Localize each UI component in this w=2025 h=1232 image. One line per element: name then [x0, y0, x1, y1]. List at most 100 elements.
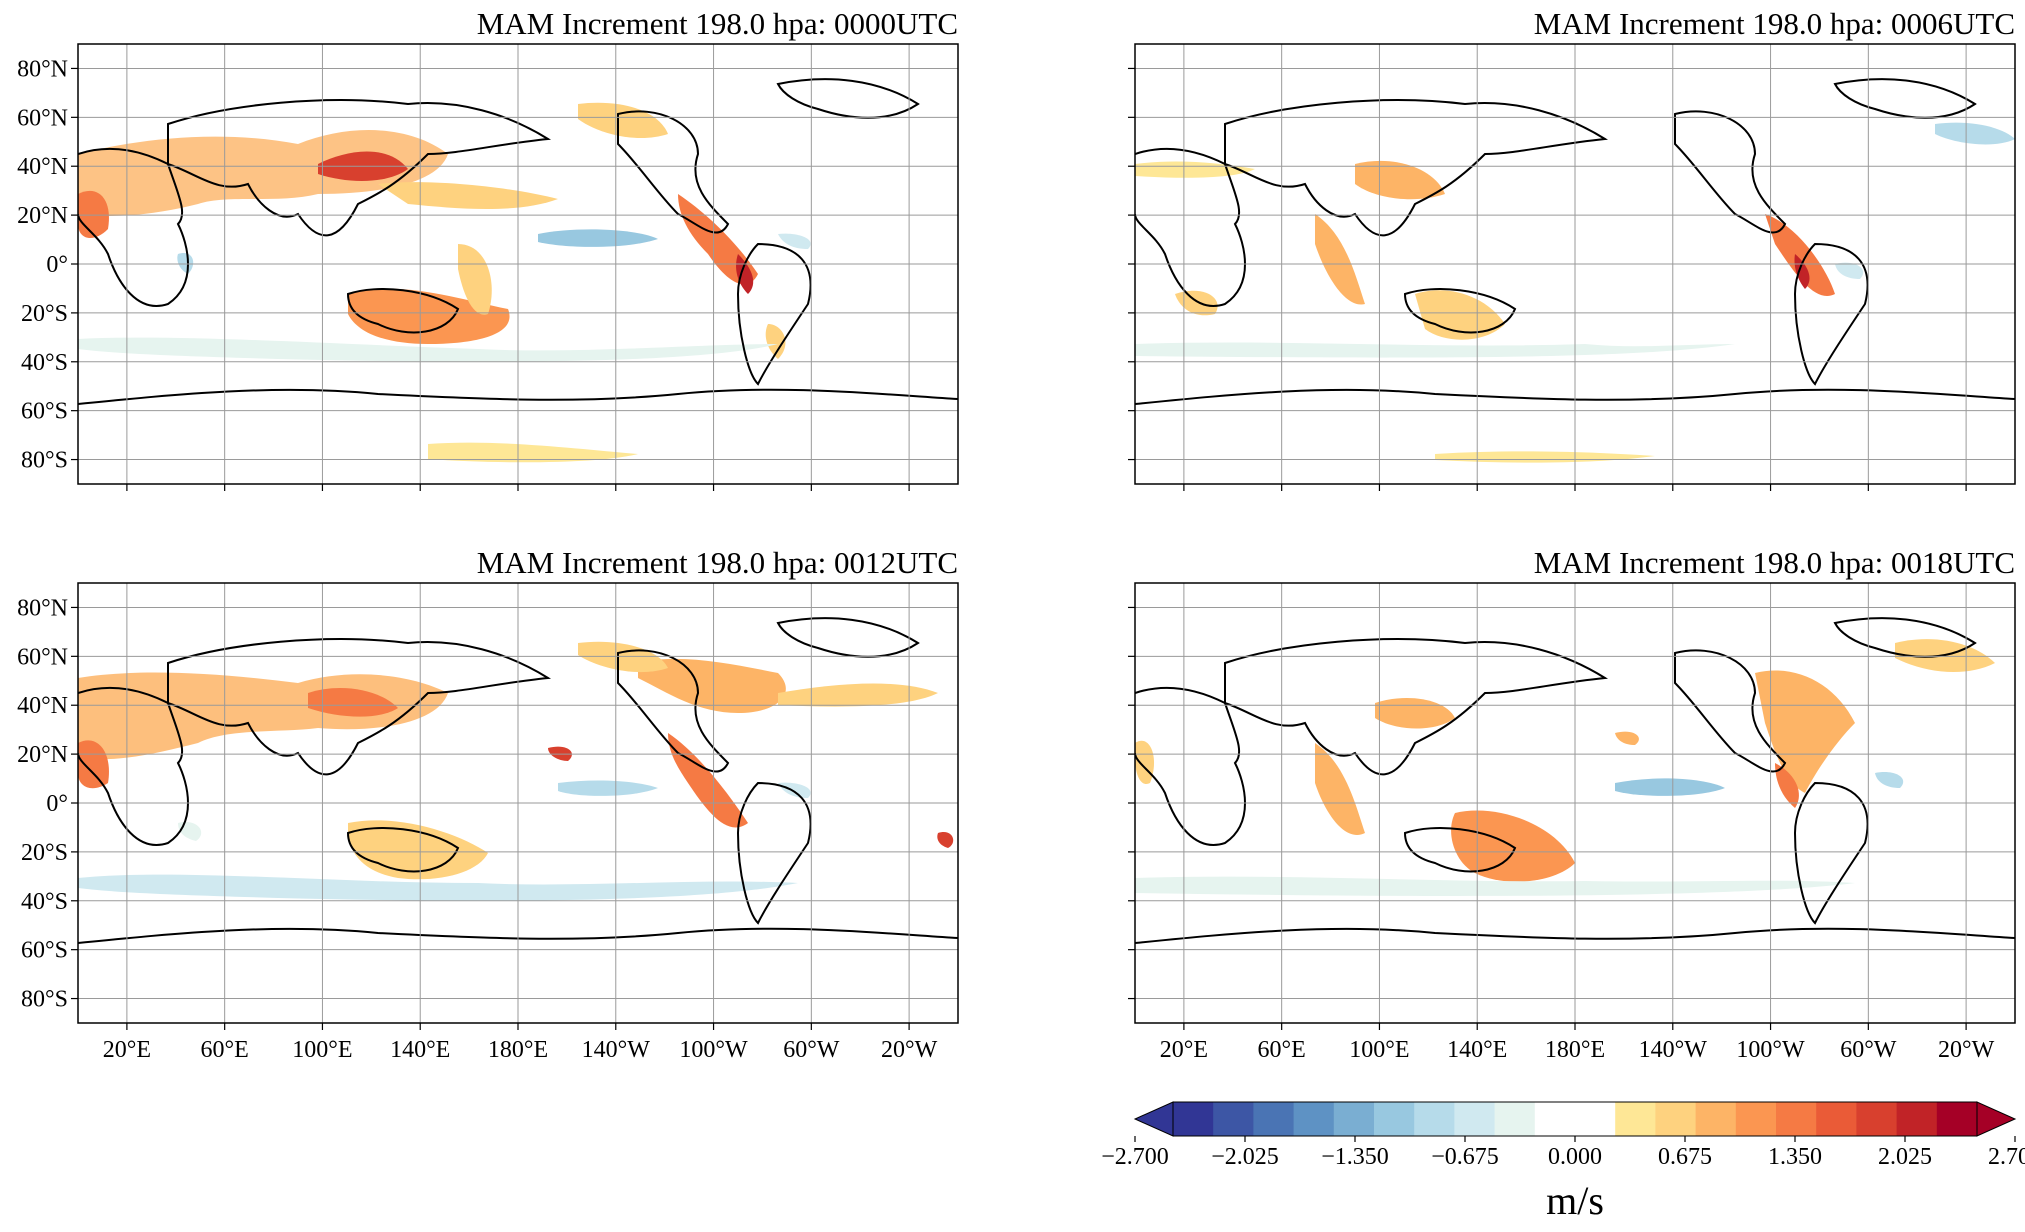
colorbar-swatch: [1575, 1102, 1616, 1136]
negative-increment-shading: [1135, 772, 1904, 896]
lon-tick-label: 60°E: [1258, 1037, 1306, 1063]
lat-tick-label: 20°S: [21, 840, 68, 866]
lat-tick-label: 60°S: [21, 938, 68, 964]
longitude-axis: [126, 484, 910, 491]
colorbar-swatch: [1776, 1102, 1817, 1136]
lat-tick-label: 20°N: [17, 742, 68, 768]
colorbar-swatch: [1333, 1102, 1375, 1136]
lat-tick-label: 60°N: [17, 644, 68, 670]
lon-tick-label: 100°W: [679, 1037, 748, 1063]
colorbar-swatch: [1615, 1102, 1656, 1136]
map-area: [78, 44, 958, 484]
gridlines: [78, 583, 958, 1023]
colorbar-tick-label: −1.350: [1321, 1144, 1389, 1170]
colorbar-swatch: [1856, 1102, 1898, 1136]
positive-increment-shading: [1135, 160, 1835, 463]
map-panel-0018utc: MAM Increment 198.0 hpa: 0018UTC: [1128, 545, 2016, 1063]
coastlines: [78, 78, 958, 405]
lat-tick-label: 0°: [46, 791, 68, 817]
lon-tick-label: 140°W: [582, 1037, 651, 1063]
lat-tick-label: 80°S: [21, 448, 68, 474]
latitude-axis: 80°N 60°N 40°N 20°N 0° 20°S 40°S 60°S 80°S: [17, 595, 78, 1013]
lat-tick-label: 40°S: [21, 889, 68, 915]
latitude-axis: [1128, 67, 1135, 461]
colorbar-tick-label: −2.025: [1211, 1144, 1279, 1170]
lon-tick-label: 100°E: [1349, 1037, 1409, 1063]
colorbar-tick-label: 2.700: [1988, 1144, 2025, 1170]
lon-tick-label: 60°W: [783, 1037, 840, 1063]
colorbar-swatch: [1173, 1102, 1214, 1136]
lat-tick-label: 20°N: [17, 203, 68, 229]
lon-tick-label: 20°W: [1938, 1037, 1995, 1063]
map-panel-0012utc: MAM Increment 198.0 hpa: 0012UTC: [17, 545, 959, 1063]
colorbar-swatches: [1133, 1101, 2017, 1137]
lat-tick-label: 60°N: [17, 105, 68, 131]
colorbar-extend-over: [1976, 1101, 2017, 1137]
colorbar-swatch: [1695, 1102, 1737, 1136]
lat-tick-label: 40°N: [17, 693, 68, 719]
colorbar-ticks: −2.700 −2.025 −1.350 −0.675 0.000 0.675 1.350 2…: [1101, 1136, 2025, 1170]
lon-tick-label: 140°W: [1639, 1037, 1708, 1063]
colorbar-swatch: [1414, 1102, 1455, 1136]
latitude-axis: 80°N 60°N 40°N 20°N 0° 20°S 40°S 60°S 80°S: [17, 56, 78, 474]
colorbar-swatch: [1655, 1102, 1697, 1136]
longitude-axis: 20°E 60°E 100°E 140°E 180°E 140°W 100°W 60°W 20°…: [103, 1023, 938, 1063]
negative-increment-shading: [1135, 122, 2015, 358]
gridlines: [1135, 583, 2015, 1023]
colorbar: −2.700 −2.025 −1.350 −0.675 0.000 0.675 1.350 2…: [1101, 1101, 2025, 1223]
colorbar-swatch: [1253, 1102, 1295, 1136]
colorbar-swatch: [1293, 1102, 1335, 1136]
coastlines: [1135, 78, 2015, 405]
colorbar-tick-label: 1.350: [1768, 1144, 1822, 1170]
lat-tick-label: 0°: [46, 252, 68, 278]
longitude-axis: 20°E 60°E 100°E 140°E 180°E 140°W 100°W 60°W 20°…: [1160, 1023, 1995, 1063]
longitude-axis: [1183, 484, 1967, 491]
lon-tick-label: 20°E: [1160, 1037, 1208, 1063]
colorbar-swatch: [1896, 1102, 1938, 1136]
latitude-axis: [1128, 606, 1135, 1000]
panel-title: MAM Increment 198.0 hpa: 0018UTC: [1534, 545, 2015, 580]
map-area: [78, 583, 958, 1023]
lon-tick-label: 20°E: [103, 1037, 151, 1063]
lat-tick-label: 40°S: [21, 350, 68, 376]
panel-title: MAM Increment 198.0 hpa: 0012UTC: [477, 545, 958, 580]
colorbar-tick-label: −2.700: [1101, 1144, 1169, 1170]
lon-tick-label: 180°E: [488, 1037, 548, 1063]
map-area: [1135, 583, 2015, 1023]
lon-tick-label: 100°E: [292, 1037, 352, 1063]
negative-increment-shading: [78, 229, 811, 362]
colorbar-tick-label: 2.025: [1878, 1144, 1932, 1170]
colorbar-tick-label: 0.675: [1658, 1144, 1712, 1170]
positive-increment-shading: [1135, 639, 1995, 882]
coastlines: [78, 617, 958, 944]
lon-tick-label: 140°E: [390, 1037, 450, 1063]
colorbar-tick-label: 0.000: [1548, 1144, 1602, 1170]
lon-tick-label: 60°E: [201, 1037, 249, 1063]
lat-tick-label: 80°N: [17, 56, 68, 82]
colorbar-swatch: [1816, 1102, 1857, 1136]
lat-tick-label: 60°S: [21, 399, 68, 425]
panel-title: MAM Increment 198.0 hpa: 0006UTC: [1534, 6, 2015, 41]
lat-tick-label: 40°N: [17, 154, 68, 180]
lat-tick-label: 80°N: [17, 595, 68, 621]
lat-tick-label: 20°S: [21, 301, 68, 327]
colorbar-swatch: [1936, 1102, 1978, 1136]
panel-title: MAM Increment 198.0 hpa: 0000UTC: [477, 6, 958, 41]
map-area: [1135, 44, 2015, 484]
colorbar-swatch: [1494, 1102, 1536, 1136]
gridlines: [1135, 44, 2015, 484]
lon-tick-label: 100°W: [1736, 1037, 1805, 1063]
colorbar-swatch: [1534, 1102, 1576, 1136]
colorbar-swatch: [1454, 1102, 1496, 1136]
lon-tick-label: 20°W: [881, 1037, 938, 1063]
map-panel-0000utc: MAM Increment 198.0 hpa: 0000UTC: [17, 6, 959, 491]
map-panel-0006utc: MAM Increment 198.0 hpa: 0006UTC: [1128, 6, 2016, 491]
positive-increment-shading: [78, 102, 786, 463]
colorbar-swatch: [1735, 1102, 1777, 1136]
lon-tick-label: 60°W: [1840, 1037, 1897, 1063]
colorbar-tick-label: −0.675: [1431, 1144, 1499, 1170]
colorbar-swatch: [1374, 1102, 1415, 1136]
lat-tick-label: 80°S: [21, 987, 68, 1013]
gridlines: [78, 44, 958, 484]
